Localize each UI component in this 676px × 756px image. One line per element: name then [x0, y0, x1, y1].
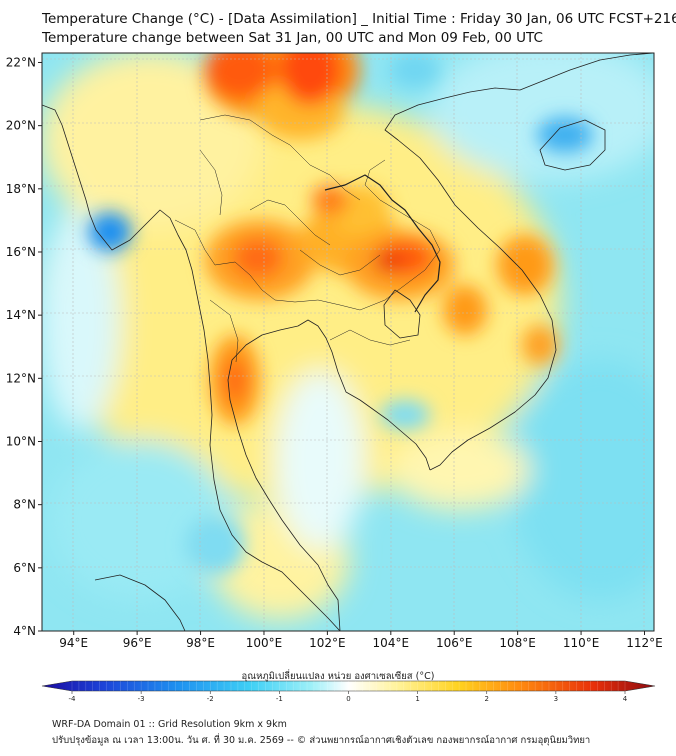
colorbar: -4 -3 -2 -1 0 1 2 3 4 [41, 680, 656, 703]
colorbar-tick-label: -1 [276, 695, 283, 703]
colorbar-tick-label: -2 [207, 695, 214, 703]
lon-tick-label: 98°E [186, 636, 215, 650]
lon-tick-label: 102°E [309, 636, 346, 650]
lat-tick-label: 20°N [6, 119, 36, 133]
lon-tick-label: 94°E [59, 636, 88, 650]
colorbar-tick-label: 3 [554, 695, 558, 703]
graticule [42, 53, 654, 631]
plot-frame [41, 52, 655, 632]
lat-tick-label: 16°N [6, 245, 36, 259]
lon-tick-label: 96°E [123, 636, 152, 650]
colorbar-ticks: -4 -3 -2 -1 0 1 2 3 4 [69, 681, 628, 703]
update-info: ปรับปรุงข้อมูล ณ เวลา 13:00น. วัน ศ. ที่… [52, 735, 591, 746]
lon-tick-label: 106°E [436, 636, 473, 650]
map-subtitle: Temperature change between Sat 31 Jan, 0… [42, 30, 543, 46]
colorbar-label: อุณหภูมิเปลี่ยนแปลง หน่วย องศาเซลเซียส (… [241, 671, 435, 682]
longitude-axis: 94°E 96°E 98°E 100°E 102°E 104°E 106°E 108°E 110… [59, 631, 663, 650]
colorbar-tick-label: -3 [138, 695, 145, 703]
colorbar-tick-label: 4 [623, 695, 628, 703]
lat-tick-label: 4°N [13, 624, 36, 638]
lat-tick-label: 18°N [6, 182, 36, 196]
lat-tick-label: 10°N [6, 434, 36, 448]
lat-tick-label: 8°N [13, 498, 36, 512]
colorbar-tick-label: -4 [69, 695, 77, 703]
colorbar-tick-label: 0 [346, 695, 350, 703]
lon-tick-label: 110°E [563, 636, 600, 650]
lon-tick-label: 108°E [499, 636, 536, 650]
model-info: WRF-DA Domain 01 :: Grid Resolution 9km … [52, 719, 287, 730]
temperature-field [42, 53, 654, 631]
coastlines-and-borders [42, 53, 654, 631]
lon-tick-label: 104°E [373, 636, 410, 650]
colorbar-tick-label: 1 [415, 695, 419, 703]
latitude-axis: 22°N 20°N 18°N 16°N 14°N 12°N 10°N 8°N 6°N 4°N [6, 55, 42, 638]
lon-tick-label: 100°E [246, 636, 283, 650]
lat-tick-label: 6°N [13, 561, 36, 575]
lat-tick-label: 22°N [6, 55, 36, 69]
lat-tick-label: 14°N [6, 308, 36, 322]
lon-tick-label: 112°E [626, 636, 663, 650]
colorbar-tick-label: 2 [485, 695, 489, 703]
map-title: Temperature Change (°C) - [Data Assimila… [42, 11, 676, 27]
lat-tick-label: 12°N [6, 371, 36, 385]
